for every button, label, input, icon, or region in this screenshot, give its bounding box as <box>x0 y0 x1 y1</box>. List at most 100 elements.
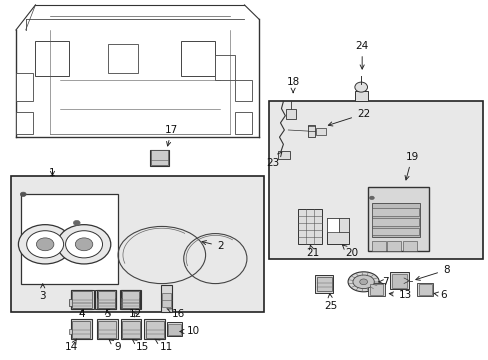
Bar <box>162 293 170 307</box>
Bar <box>368 187 428 251</box>
Bar <box>35 41 69 76</box>
Ellipse shape <box>36 238 54 251</box>
Bar <box>234 112 251 134</box>
Bar <box>277 151 289 158</box>
Bar <box>391 274 406 288</box>
Bar <box>145 321 163 338</box>
Ellipse shape <box>369 196 373 200</box>
Bar <box>355 91 367 102</box>
Text: 20: 20 <box>342 245 357 258</box>
Bar <box>71 290 94 309</box>
Text: 1: 1 <box>49 168 56 178</box>
Bar <box>97 290 116 309</box>
Bar <box>98 321 116 338</box>
Bar <box>402 241 416 251</box>
Text: 19: 19 <box>404 152 418 180</box>
Text: 24: 24 <box>355 41 368 69</box>
Bar <box>168 324 181 335</box>
Ellipse shape <box>27 231 63 258</box>
Text: 23: 23 <box>265 152 281 168</box>
Bar <box>72 321 90 338</box>
Text: 8: 8 <box>415 265 448 280</box>
Bar <box>95 290 116 310</box>
Ellipse shape <box>19 225 72 264</box>
Bar <box>108 44 137 73</box>
Bar <box>121 298 139 309</box>
Ellipse shape <box>359 279 367 285</box>
Bar <box>371 218 418 226</box>
Bar <box>326 217 348 244</box>
Text: 17: 17 <box>164 125 178 146</box>
Bar <box>416 283 432 296</box>
Bar <box>21 194 118 284</box>
Text: 16: 16 <box>166 309 185 319</box>
Text: 11: 11 <box>155 339 173 352</box>
Text: 4: 4 <box>79 309 85 319</box>
Bar <box>371 203 419 237</box>
Bar <box>71 290 92 310</box>
Bar <box>181 41 215 76</box>
Bar <box>389 272 408 289</box>
Ellipse shape <box>75 238 93 251</box>
Text: 3: 3 <box>40 284 46 301</box>
Bar <box>215 55 234 80</box>
Bar <box>161 285 171 312</box>
Bar <box>73 298 90 309</box>
Bar <box>97 319 117 339</box>
Text: 21: 21 <box>305 245 319 258</box>
Bar <box>122 291 138 308</box>
Text: 7: 7 <box>378 277 388 287</box>
Bar <box>149 150 169 166</box>
Ellipse shape <box>352 275 373 289</box>
Bar <box>339 217 348 232</box>
Text: 10: 10 <box>180 327 200 337</box>
Bar <box>234 80 251 102</box>
Ellipse shape <box>347 272 378 292</box>
Bar <box>98 291 115 308</box>
Bar <box>368 283 384 296</box>
Bar <box>144 319 165 339</box>
Bar <box>316 277 331 292</box>
Bar <box>316 128 325 135</box>
Bar <box>166 322 182 336</box>
Bar <box>120 290 140 309</box>
Bar <box>72 291 92 308</box>
Bar <box>371 228 418 235</box>
Bar <box>11 176 264 312</box>
Text: 9: 9 <box>109 339 121 352</box>
Bar <box>326 217 339 232</box>
Bar <box>371 241 385 251</box>
Bar <box>71 319 92 339</box>
Bar <box>122 321 140 338</box>
Text: 6: 6 <box>433 290 446 300</box>
Bar <box>297 208 322 244</box>
Bar <box>307 125 314 137</box>
Bar <box>120 290 141 310</box>
Ellipse shape <box>57 225 111 264</box>
Bar <box>16 73 33 102</box>
Bar <box>386 241 400 251</box>
Bar <box>268 102 482 258</box>
Ellipse shape <box>73 220 80 225</box>
Ellipse shape <box>354 82 367 92</box>
Bar <box>16 112 33 134</box>
Bar <box>314 275 333 293</box>
Bar <box>120 319 141 339</box>
Text: 15: 15 <box>132 339 149 352</box>
Bar <box>69 329 72 334</box>
Bar <box>151 150 167 165</box>
Text: 25: 25 <box>324 293 337 311</box>
Bar <box>285 109 295 119</box>
Bar <box>69 298 74 306</box>
Ellipse shape <box>65 231 102 258</box>
Text: 12: 12 <box>128 309 142 319</box>
Ellipse shape <box>20 192 26 197</box>
Text: 13: 13 <box>388 290 411 300</box>
Text: 2: 2 <box>202 240 223 251</box>
Text: 22: 22 <box>327 109 369 126</box>
Bar <box>371 208 418 216</box>
Text: 18: 18 <box>286 77 299 93</box>
Bar <box>369 284 382 295</box>
Text: 14: 14 <box>65 339 79 352</box>
Bar <box>418 284 431 295</box>
